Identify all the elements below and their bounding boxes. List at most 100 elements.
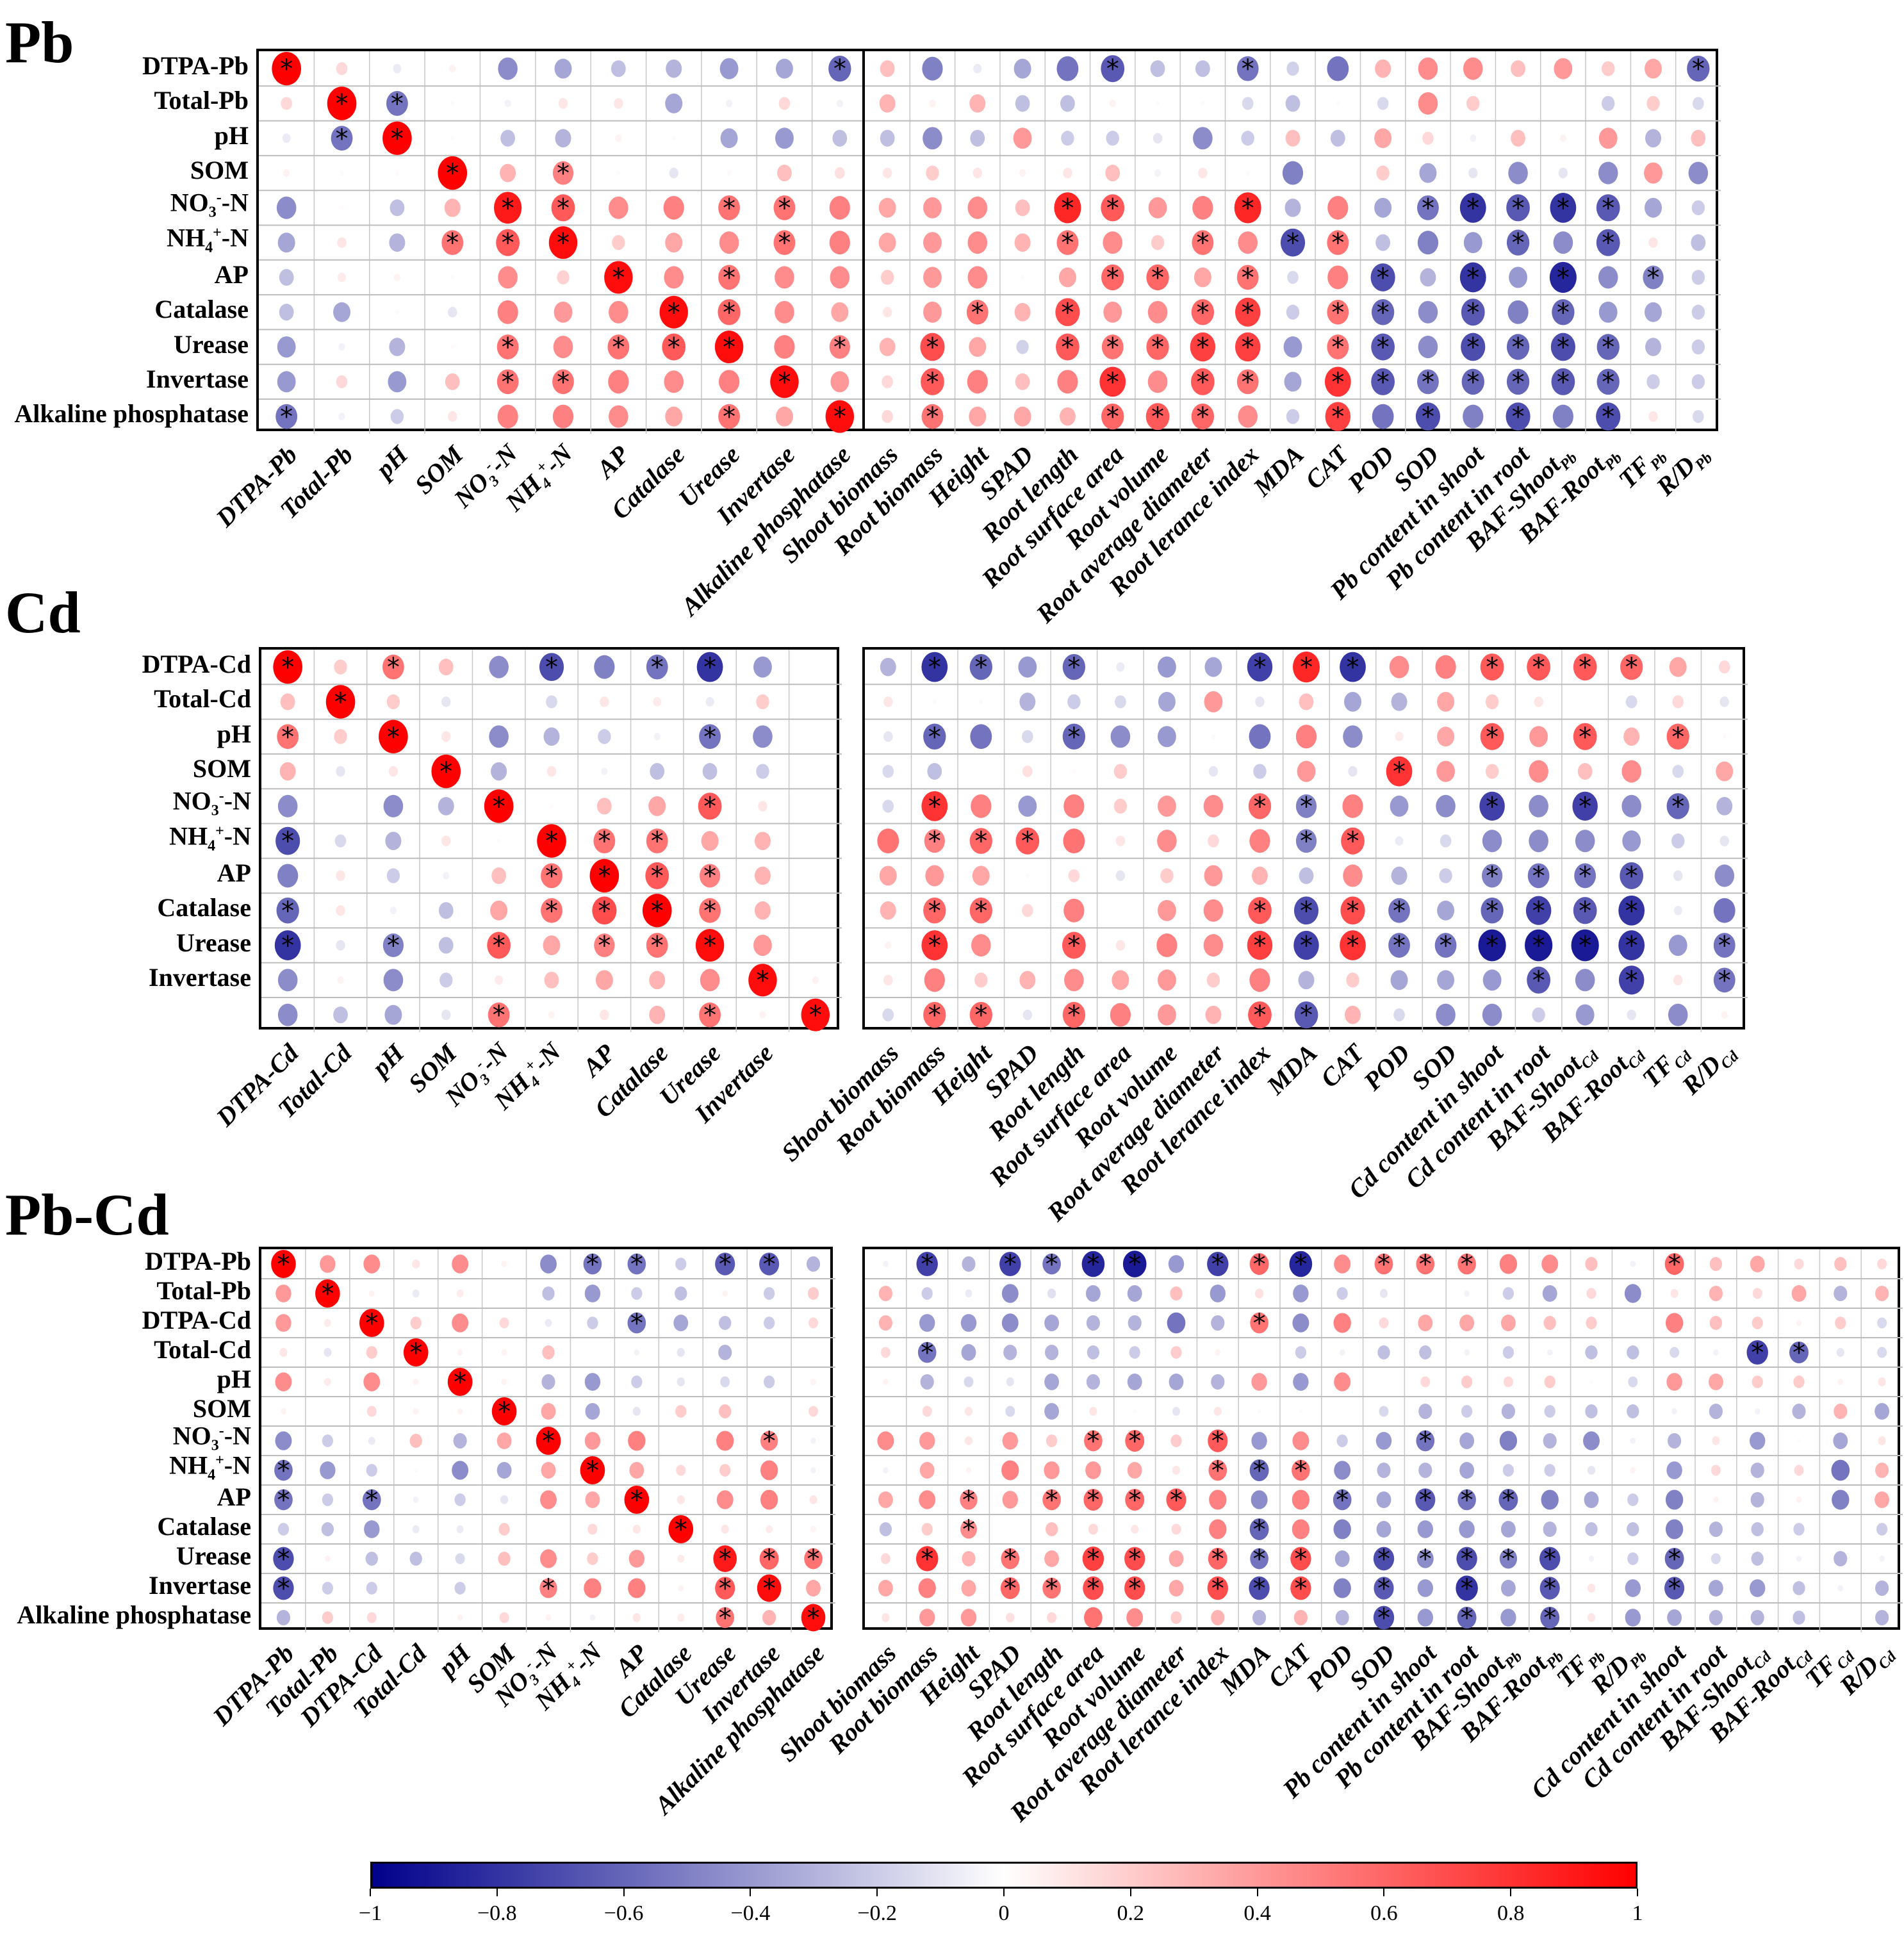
correlation-mark	[971, 794, 992, 818]
correlation-mark	[1211, 1315, 1225, 1331]
section-title: Pb	[5, 10, 74, 75]
correlation-mark	[1665, 1313, 1684, 1333]
significance-marker: *	[1331, 368, 1344, 397]
correlation-mark	[1713, 1349, 1719, 1356]
correlation-mark	[718, 404, 741, 429]
correlation-mark	[967, 196, 988, 219]
correlation-mark	[1596, 229, 1620, 256]
correlation-mark	[929, 99, 936, 108]
correlation-mark	[1439, 868, 1452, 883]
correlation-mark	[1204, 865, 1223, 887]
correlation-mark	[389, 338, 406, 356]
row-label: Total-Cd	[154, 1335, 251, 1364]
correlation-mark	[1340, 896, 1365, 925]
correlation-mark	[1437, 726, 1455, 747]
correlation-mark	[554, 58, 572, 79]
correlation-mark	[1054, 192, 1081, 224]
correlation-mark	[832, 129, 848, 147]
significance-marker: *	[1211, 1545, 1224, 1574]
correlation-mark	[552, 369, 574, 395]
correlation-mark	[1627, 1009, 1636, 1021]
colorbar-tick-label: 0.2	[1117, 1901, 1145, 1925]
correlation-mark	[878, 1491, 893, 1509]
correlation-mark	[1377, 97, 1389, 110]
correlation-mark	[382, 933, 404, 958]
correlation-mark	[1751, 1552, 1764, 1566]
significance-marker: *	[1602, 368, 1614, 397]
correlation-mark	[598, 729, 611, 744]
correlation-mark	[390, 199, 405, 217]
correlation-mark	[609, 405, 628, 428]
correlation-mark	[1470, 134, 1477, 142]
correlation-mark	[1688, 161, 1709, 185]
correlation-mark	[497, 1461, 512, 1479]
correlation-mark	[1794, 1258, 1804, 1270]
correlation-mark	[632, 1407, 641, 1416]
correlation-mark	[322, 1582, 334, 1595]
correlation-mark	[322, 1434, 334, 1447]
correlation-mark	[1166, 1488, 1186, 1511]
correlation-mark	[972, 866, 990, 886]
column-label: AP	[577, 1038, 621, 1083]
correlation-mark	[1575, 969, 1595, 992]
significance-marker: *	[1061, 193, 1074, 223]
correlation-mark	[880, 270, 894, 285]
significance-marker: *	[921, 1250, 933, 1279]
correlation-mark	[1625, 1579, 1641, 1597]
correlation-mark	[1670, 1347, 1680, 1358]
significance-marker: *	[1466, 333, 1479, 363]
correlation-mark	[1046, 1434, 1058, 1447]
correlation-mark	[969, 1001, 992, 1028]
correlation-mark	[1541, 1254, 1559, 1274]
correlation-mark	[973, 167, 983, 179]
correlation-mark	[1293, 1609, 1308, 1626]
significance-marker: *	[974, 1001, 987, 1030]
significance-marker: *	[763, 1574, 776, 1604]
correlation-mark	[648, 796, 666, 816]
correlation-mark	[1669, 657, 1687, 677]
correlation-mark	[969, 337, 987, 357]
correlation-mark	[1064, 969, 1084, 992]
right-correlation-panel: * * * * * * * * * * * * * * * * * * * * * * * * * * * * * * * * * * * * * * * *…	[862, 647, 1748, 1033]
correlation-mark	[1596, 334, 1620, 360]
correlation-mark	[1342, 794, 1363, 818]
correlation-mark	[1713, 967, 1736, 993]
significance-marker: *	[1671, 792, 1684, 821]
significance-marker: *	[1021, 827, 1034, 857]
correlation-mark	[1044, 1314, 1060, 1332]
significance-marker: *	[921, 1545, 933, 1574]
correlation-mark	[971, 934, 991, 957]
correlation-mark	[557, 270, 570, 285]
correlation-mark	[539, 1578, 557, 1598]
significance-marker: *	[1061, 229, 1074, 258]
colorbar-tick-label: 0.6	[1370, 1901, 1398, 1925]
correlation-mark	[1248, 1001, 1272, 1029]
correlation-mark	[443, 872, 450, 880]
significance-marker: *	[928, 931, 941, 961]
correlation-mark	[1436, 794, 1456, 817]
significance-marker: *	[1377, 263, 1390, 293]
correlation-mark	[1015, 373, 1030, 390]
correlation-mark	[883, 731, 893, 743]
correlation-mark	[1284, 199, 1301, 217]
column-label: R/DPb	[1650, 450, 1716, 502]
correlation-mark	[1749, 1432, 1766, 1450]
correlation-mark	[338, 413, 345, 420]
correlation-mark	[441, 1009, 451, 1021]
significance-marker: *	[1061, 333, 1074, 363]
correlation-mark	[1250, 1312, 1268, 1334]
correlation-mark	[500, 163, 516, 183]
correlation-mark	[450, 344, 455, 350]
colorbar	[370, 1862, 1637, 1889]
correlation-mark	[1204, 657, 1222, 677]
correlation-mark	[1015, 827, 1040, 855]
correlation-mark	[880, 129, 895, 147]
correlation-mark	[919, 1314, 935, 1332]
correlation-mark	[673, 1314, 689, 1332]
significance-marker: *	[1532, 653, 1545, 682]
correlation-mark	[1670, 1289, 1678, 1298]
correlation-mark	[537, 824, 566, 858]
row-label: NO3--N	[170, 188, 249, 222]
correlation-mark	[1461, 299, 1485, 326]
correlation-mark	[923, 267, 942, 288]
